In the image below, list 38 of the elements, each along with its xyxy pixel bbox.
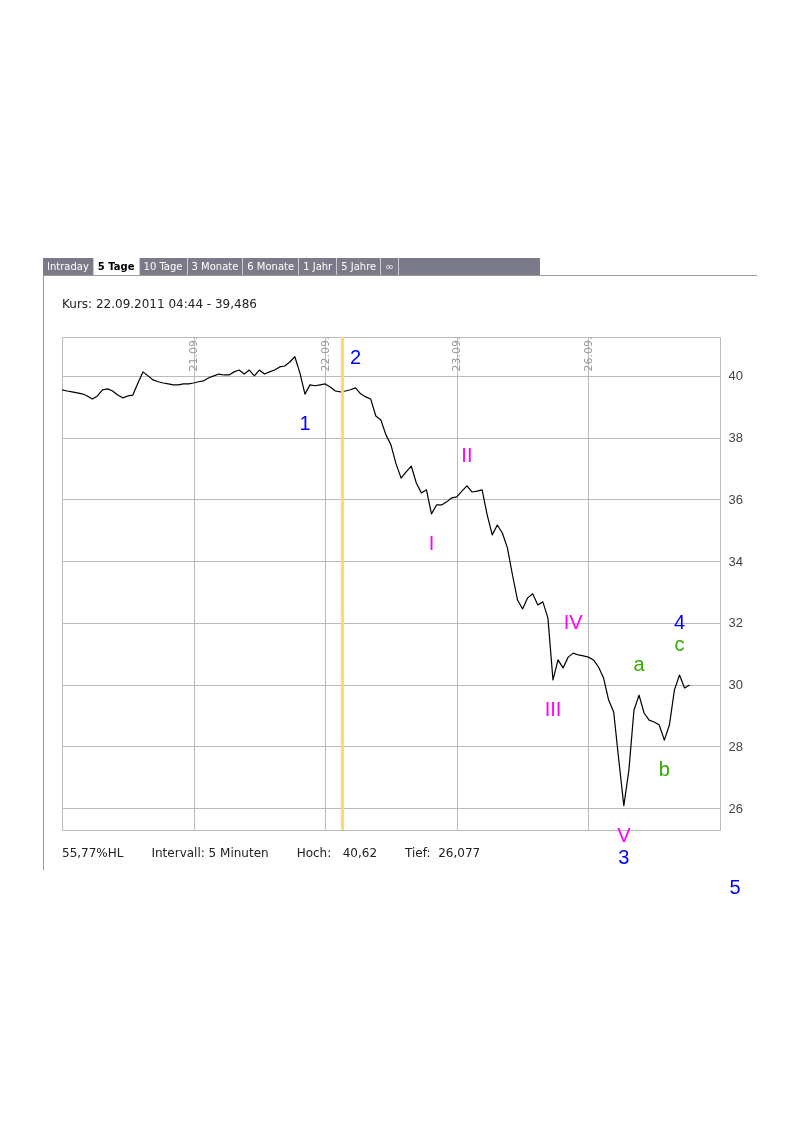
y-tick-label: 40 xyxy=(728,368,743,384)
annotation: IV xyxy=(563,611,584,634)
text: 55,77%HL xyxy=(62,846,124,860)
annotation: I xyxy=(428,531,435,554)
text: 5 Jahre xyxy=(337,258,382,275)
text: 10 Tage xyxy=(139,258,188,275)
chart-title: Kurs: 22.09.2011 04:44 - 39,486 xyxy=(62,297,257,311)
y-tick-label: 34 xyxy=(728,553,743,569)
annotation: 1 xyxy=(299,412,311,435)
annotation: 3 xyxy=(618,845,630,868)
text: Intraday xyxy=(43,258,94,275)
text: 5 xyxy=(729,875,741,899)
x-tick-label: 21.09. xyxy=(187,336,201,372)
text: 6 Monate xyxy=(243,258,300,275)
y-tick-label: 28 xyxy=(728,738,743,754)
text: Hoch: 40,62 xyxy=(296,846,378,860)
text: Tief: 26,077 xyxy=(405,846,481,860)
y-tick-label: 26 xyxy=(728,800,743,816)
x-tick-label: 22.09. xyxy=(318,336,332,372)
y-tick-label: 30 xyxy=(728,677,743,693)
annotation: c xyxy=(674,633,685,656)
annotation: 2 xyxy=(350,345,362,368)
text: ∞ xyxy=(381,258,399,275)
annotation: 4 xyxy=(673,611,686,634)
y-tick-label: 36 xyxy=(728,491,743,507)
y-tick-label: 32 xyxy=(728,615,743,631)
text: 3 Monate xyxy=(187,258,244,275)
x-tick-label: 23.09. xyxy=(450,336,464,372)
annotation: V xyxy=(617,823,632,846)
annotation: b xyxy=(658,758,670,781)
text: Intervall: 5 Minuten xyxy=(151,846,269,860)
text: 5 Tage xyxy=(93,258,140,275)
x-tick-label: 26.09. xyxy=(581,336,595,372)
y-tick-label: 38 xyxy=(728,430,743,446)
text: 1 Jahr xyxy=(299,258,338,275)
annotation: II xyxy=(461,443,473,466)
annotation: a xyxy=(633,653,646,676)
annotation: III xyxy=(544,697,562,720)
